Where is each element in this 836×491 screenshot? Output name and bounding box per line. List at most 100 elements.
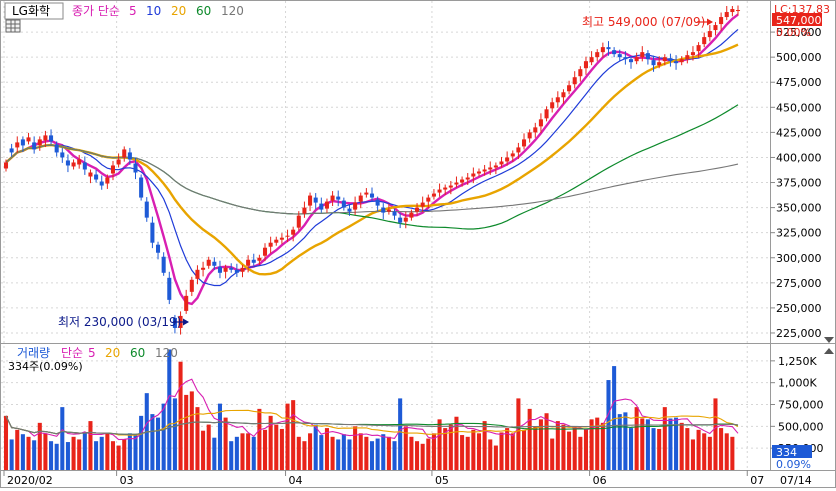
volume-ma-legend-60[interactable]: 60 (130, 346, 145, 360)
candle-body (224, 268, 228, 272)
candle-body (601, 47, 605, 52)
candle-body (94, 175, 98, 180)
volume-ma-legend-20[interactable]: 20 (105, 346, 120, 360)
candle-body (545, 109, 549, 118)
candle-body (128, 152, 132, 159)
candle-body (133, 163, 137, 172)
candle-body (635, 57, 639, 61)
volume-bar (308, 433, 312, 470)
candle-body (184, 296, 188, 311)
candle-body (240, 268, 244, 272)
volume-bar (438, 419, 442, 470)
ma-legend-10[interactable]: 10 (146, 4, 161, 18)
ma-title: 종가 단순 (72, 4, 120, 18)
ma-legend-120[interactable]: 120 (221, 4, 244, 18)
candle-body (212, 262, 216, 266)
volume-bar (297, 437, 301, 470)
volume-summary: 334주(0.09%) (8, 360, 83, 373)
volume-bar (133, 434, 137, 470)
candle-body (550, 102, 554, 108)
candle-body (719, 17, 723, 24)
candle-body (505, 157, 509, 161)
table-icon[interactable] (6, 20, 20, 32)
candle-body (370, 194, 374, 198)
candle-body (297, 216, 301, 228)
candle-body (60, 152, 64, 157)
ma-legend-20[interactable]: 20 (171, 4, 186, 18)
volume-bar (415, 441, 419, 470)
volume-bar (21, 434, 25, 470)
candle-body (43, 135, 47, 140)
volume-bar (567, 432, 571, 470)
volume-tick-label: 1,000K (778, 377, 817, 390)
volume-bar (342, 434, 346, 470)
candle-body (561, 92, 565, 97)
candle-body (680, 59, 684, 62)
candle-body (302, 208, 306, 214)
candle-body (477, 171, 481, 173)
stock-name[interactable]: LG화학 (12, 4, 50, 18)
volume-title: 거래량 (17, 346, 50, 360)
price-tick-label: 325,000 (776, 227, 822, 240)
candle-body (432, 194, 436, 197)
volume-bar (274, 425, 278, 470)
volume-bar (314, 425, 318, 470)
volume-bar (635, 407, 639, 470)
candle-body (325, 202, 329, 209)
candle-body (336, 197, 340, 200)
volume-bar (246, 433, 250, 470)
candle-body (629, 59, 633, 62)
volume-bar (691, 439, 695, 470)
candle-body (49, 135, 53, 141)
candle-body (392, 212, 396, 216)
candle-body (668, 58, 672, 61)
candle-body (539, 119, 543, 126)
volume-bar (77, 439, 81, 470)
candle-body (511, 153, 515, 156)
price-panel[interactable] (1, 1, 771, 344)
candle-body (10, 148, 14, 152)
volume-bar (522, 430, 526, 470)
candle-body (72, 162, 76, 166)
volume-bar (623, 412, 627, 470)
volume-bar (201, 431, 205, 470)
candle-body (494, 165, 498, 167)
candle-body (122, 149, 126, 157)
candle-body (263, 248, 267, 256)
volume-bar (184, 395, 188, 470)
volume-bar (55, 444, 59, 470)
candle-body (347, 209, 351, 212)
volume-bar (584, 429, 588, 470)
candle-body (167, 278, 171, 300)
x-tick-label: 03 (120, 474, 134, 487)
candle-body (426, 198, 430, 202)
volume-bar (195, 407, 199, 470)
candle-body (663, 57, 667, 61)
volume-bar (561, 425, 565, 470)
candle-body (38, 139, 42, 145)
ma-legend-5[interactable]: 5 (129, 4, 137, 18)
volume-bar (657, 429, 661, 470)
candle-body (578, 69, 582, 76)
candle-body (229, 268, 233, 270)
candle-body (573, 77, 577, 84)
volume-bar (488, 439, 492, 470)
candle-body (4, 162, 8, 168)
candle-body (331, 196, 335, 201)
candle-body (409, 213, 413, 218)
candle-body (162, 257, 166, 273)
candle-body (488, 167, 492, 169)
candle-body (713, 25, 717, 30)
volume-ma-legend-5[interactable]: 5 (88, 346, 96, 360)
candle-body (150, 223, 154, 243)
candle-body (438, 190, 442, 193)
ma-legend-60[interactable]: 60 (196, 4, 211, 18)
volume-bar (466, 437, 470, 470)
candle-body (652, 60, 656, 65)
volume-bar (381, 434, 385, 470)
candle-body (590, 57, 594, 62)
volume-bar (240, 433, 244, 470)
volume-ma-legend-120[interactable]: 120 (155, 346, 178, 360)
